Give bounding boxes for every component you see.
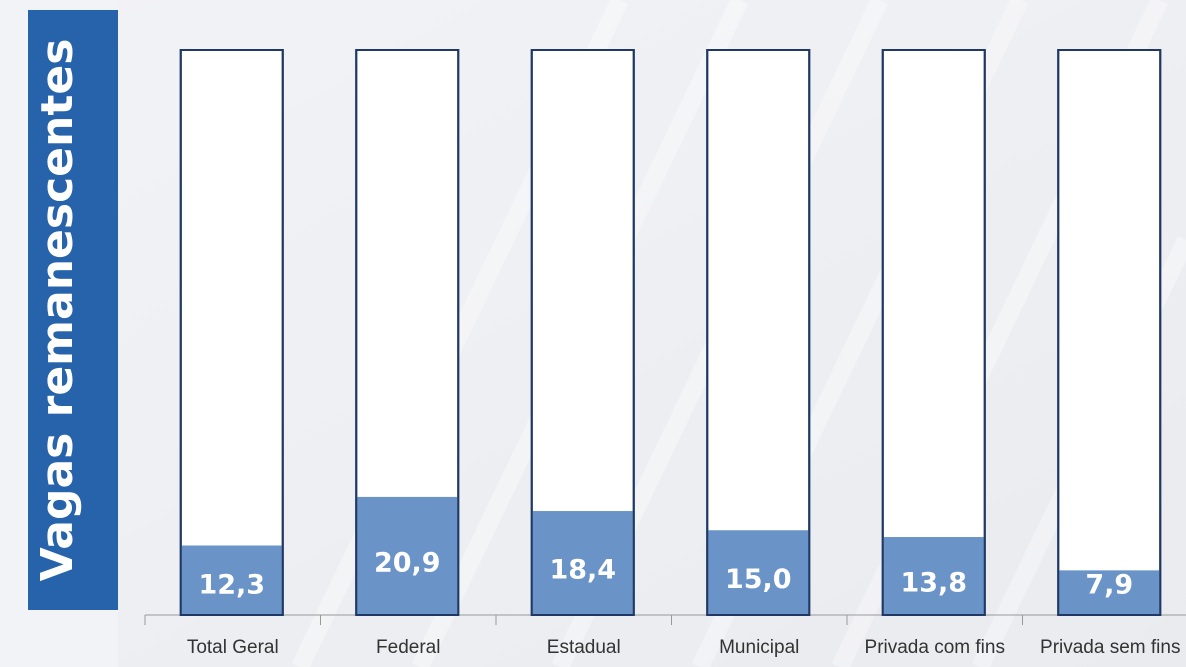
chart-title: Vagas remanescentes: [32, 39, 83, 582]
bar-frame: [881, 49, 986, 616]
bar: [356, 496, 459, 615]
bar-outline: [355, 49, 460, 616]
bar: [531, 511, 634, 615]
x-tick-label: Total Geral: [187, 637, 279, 658]
value-label: 15,0: [725, 564, 792, 595]
value-label: 20,9: [374, 547, 441, 578]
value-label: 12,3: [198, 570, 265, 601]
value-label: 18,4: [549, 555, 616, 586]
bar: [882, 537, 985, 615]
x-tick-label: Privada sem fins: [1040, 637, 1180, 658]
bar-outline: [1057, 49, 1162, 616]
value-label: 7,9: [1085, 570, 1133, 601]
bar-frame: [1057, 49, 1162, 616]
x-tick-label: Municipal: [719, 637, 799, 658]
bar: [707, 530, 810, 615]
bar-outline: [179, 49, 284, 616]
value-label: 13,8: [900, 568, 967, 599]
bar: [180, 545, 283, 615]
bar-outline: [530, 49, 635, 616]
x-tick-label: Estadual: [547, 637, 621, 658]
x-tick-label: Federal: [376, 637, 440, 658]
x-tick-label: Privada com fins: [865, 637, 1005, 658]
bar-outline: [706, 49, 811, 616]
title-band: [28, 10, 118, 610]
bar: [1058, 570, 1161, 615]
bar-frame: [179, 49, 284, 616]
bar-outline: [881, 49, 986, 616]
